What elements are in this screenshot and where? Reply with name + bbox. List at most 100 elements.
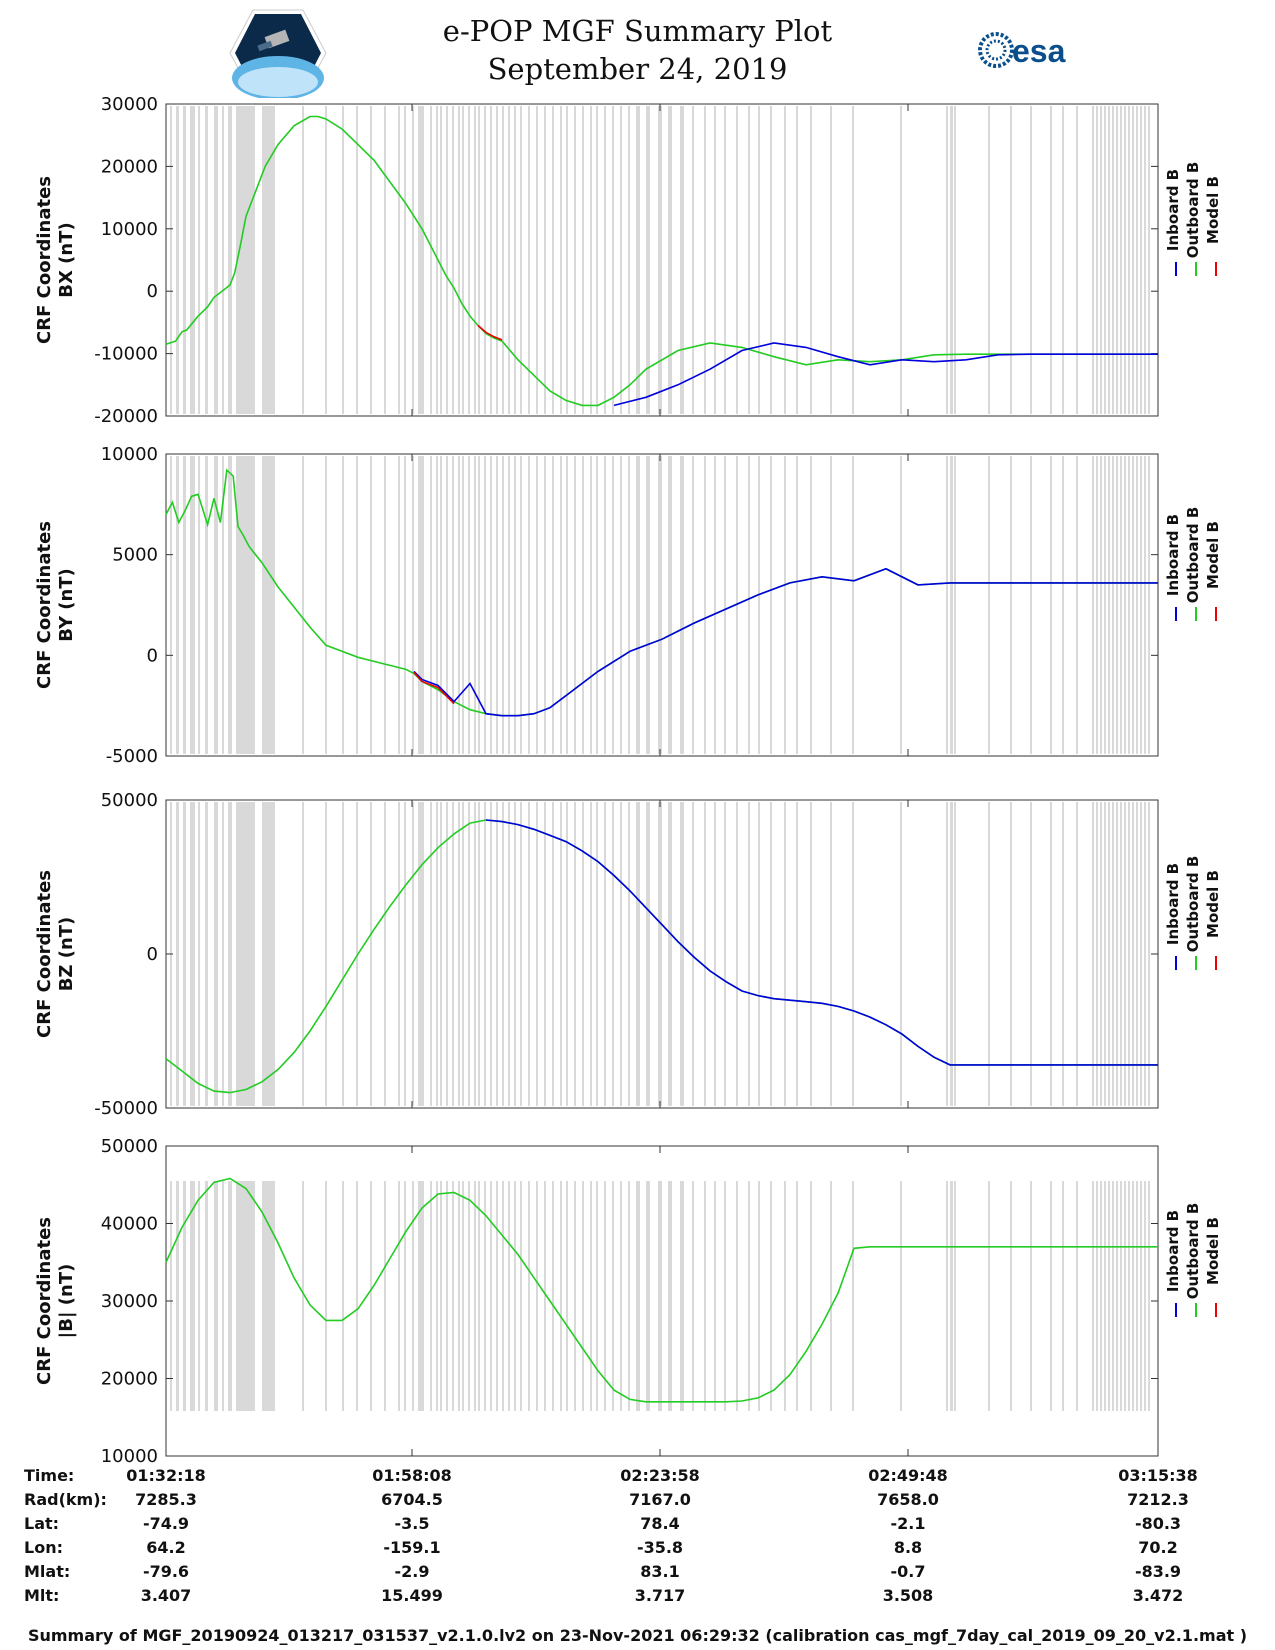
gap-stripe	[628, 802, 630, 1106]
gap-stripe	[430, 456, 432, 754]
gap-stripe	[830, 456, 832, 754]
gap-stripe	[205, 1181, 208, 1411]
gap-stripe	[748, 1181, 750, 1411]
gap-stripe	[452, 1181, 454, 1411]
series-model-b	[413, 671, 455, 705]
y-tick-label: 10000	[101, 219, 158, 240]
gap-stripe	[446, 456, 448, 754]
gap-stripe	[222, 456, 224, 754]
gap-stripe	[1092, 802, 1094, 1106]
gap-stripe	[830, 1181, 832, 1411]
orbit-value: -35.8	[636, 1538, 684, 1557]
gap-stripe	[1108, 456, 1110, 754]
gap-stripe	[714, 1181, 716, 1411]
gap-stripe	[370, 802, 372, 1106]
gap-stripe	[384, 1181, 386, 1411]
orbit-value: -0.7	[890, 1562, 926, 1581]
gap-stripe	[810, 802, 812, 1106]
gap-stripe	[810, 456, 812, 754]
gap-stripe	[1100, 802, 1102, 1106]
series-inboard-b	[413, 567, 1158, 717]
gap-stripe	[620, 456, 622, 754]
esa-logo: esa	[978, 32, 1066, 69]
series-inboard-b	[613, 342, 1158, 407]
gap-stripe	[1132, 802, 1134, 1106]
orbit-value: -80.3	[1134, 1514, 1182, 1533]
orbit-row: Rad(km): 7285.3 6704.5 7167.0 7658.0 7212.3	[0, 1490, 1275, 1514]
gap-stripe	[502, 802, 504, 1106]
gap-stripe	[1104, 1181, 1106, 1411]
gap-stripe	[1092, 456, 1094, 754]
gap-stripe	[170, 456, 172, 754]
gap-stripe	[1100, 456, 1102, 754]
gap-stripe	[1124, 1181, 1126, 1411]
panel-4: 10000 20000 30000 40000 50000 CRF Coordinates…	[34, 1136, 1222, 1466]
gap-stripe	[214, 106, 218, 414]
gap-stripe	[680, 802, 684, 1106]
gap-stripe	[1062, 456, 1064, 754]
gap-stripe	[988, 106, 990, 414]
gap-stripe	[582, 456, 584, 754]
gap-stripe	[636, 1181, 640, 1411]
series-outboard-b	[165, 1177, 1158, 1403]
gap-stripe	[988, 1181, 990, 1411]
gap-stripe	[988, 456, 990, 754]
gap-stripe	[1096, 456, 1098, 754]
gap-stripe	[490, 802, 492, 1106]
gap-stripe	[190, 802, 195, 1106]
orbit-value: 83.1	[640, 1562, 680, 1581]
legend-entry: Model B	[1204, 1217, 1222, 1285]
gap-stripe	[714, 106, 716, 414]
gap-stripe	[356, 456, 358, 754]
gap-stripe	[370, 456, 372, 754]
legend-entry: Model B	[1204, 176, 1222, 244]
gap-stripe	[452, 802, 454, 1106]
gap-stripe	[342, 1181, 344, 1411]
gap-stripe	[620, 106, 622, 414]
gap-stripe	[205, 106, 208, 414]
gap-stripe	[384, 802, 386, 1106]
gap-stripe	[646, 106, 650, 414]
gap-stripe	[452, 456, 454, 754]
gap-stripe	[302, 106, 304, 414]
gap-stripe	[604, 106, 606, 414]
gap-stripe	[1010, 106, 1012, 414]
gap-stripe	[430, 802, 432, 1106]
gap-stripe	[590, 1181, 592, 1411]
gap-stripe	[748, 106, 750, 414]
gap-stripe	[668, 106, 672, 414]
orbit-value: 3.508	[882, 1586, 934, 1605]
gap-stripe	[502, 106, 504, 414]
gap-stripe	[560, 456, 562, 754]
summary-footer: Summary of MGF_20190924_013217_031537_v2…	[27, 1626, 1248, 1645]
gap-stripe	[325, 106, 327, 414]
gap-stripe	[1120, 802, 1122, 1106]
y-axis-label: CRF CoordinatesBY (nT)	[34, 521, 77, 689]
gap-stripe	[418, 106, 424, 414]
gap-stripe	[176, 1181, 179, 1411]
gap-stripe	[496, 1181, 498, 1411]
gap-stripe	[302, 1181, 304, 1411]
gap-stripe	[198, 456, 200, 754]
gap-stripe	[502, 1181, 504, 1411]
gap-stripe	[628, 456, 630, 754]
orbit-row-label: Mlat:	[24, 1562, 71, 1581]
gap-stripe	[1108, 802, 1110, 1106]
y-axis-label-line2: |B| (nT)	[56, 1264, 77, 1339]
gap-stripe	[724, 802, 726, 1106]
orbit-row: Mlt: 3.407 15.499 3.717 3.508 3.472	[0, 1586, 1275, 1610]
panel-1: -20000 -10000 0 10000 20000 30000 CRF Coordina…	[34, 94, 1222, 427]
gap-stripe	[668, 802, 672, 1106]
data-gap-shading	[170, 106, 1150, 414]
gap-stripe	[946, 456, 948, 754]
gap-stripe	[228, 1181, 232, 1411]
gap-stripe	[468, 106, 470, 414]
gap-stripe	[536, 802, 538, 1106]
gap-stripe	[1112, 456, 1114, 754]
y-tick-label: 50000	[101, 1136, 158, 1157]
gap-stripe	[183, 802, 186, 1106]
gap-stripe	[190, 1181, 195, 1411]
y-tick-label: 20000	[101, 1369, 158, 1390]
gap-stripe	[236, 1181, 255, 1411]
gap-stripe	[770, 106, 772, 414]
